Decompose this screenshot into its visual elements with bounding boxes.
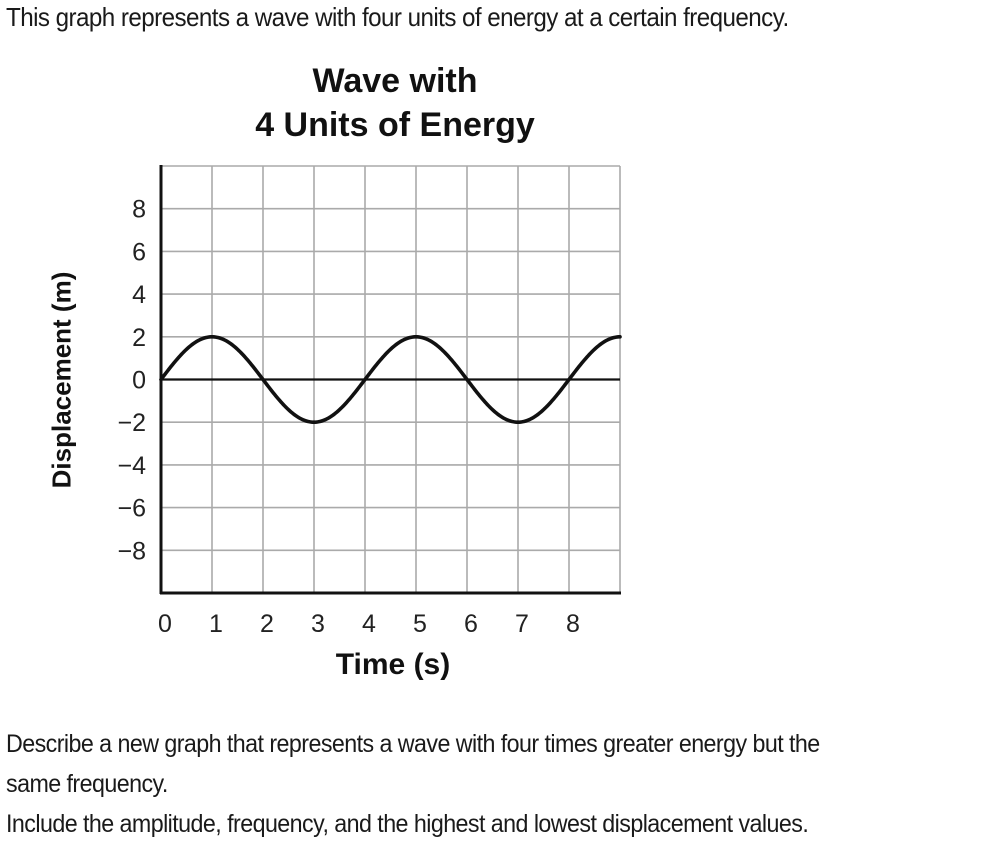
y-tick-label: −4 bbox=[117, 452, 146, 480]
wave-curve bbox=[159, 334, 622, 425]
x-tick-label: 0 bbox=[158, 610, 172, 638]
y-tick-label: 2 bbox=[132, 324, 146, 352]
question-line-3: Include the amplitude, frequency, and th… bbox=[6, 810, 809, 838]
y-tick-label: 8 bbox=[132, 196, 146, 224]
y-tick-label: 0 bbox=[132, 367, 146, 395]
x-tick-label: 3 bbox=[311, 610, 325, 638]
chart-axes bbox=[159, 165, 621, 595]
intro-text: This graph represents a wave with four u… bbox=[6, 2, 789, 32]
chart-title-line-2: 4 Units of Energy bbox=[255, 106, 535, 144]
chart-title-line-1: Wave with bbox=[312, 62, 478, 100]
question-line-2: same frequency. bbox=[6, 770, 168, 798]
x-tick-label: 8 bbox=[566, 610, 580, 638]
x-tick-label: 7 bbox=[515, 610, 529, 638]
question-line-1: Describe a new graph that represents a w… bbox=[6, 730, 820, 758]
x-axis-ticks: 0 1 2 3 4 5 6 7 8 bbox=[158, 610, 580, 638]
y-tick-label: 6 bbox=[132, 238, 146, 266]
x-tick-label: 2 bbox=[260, 610, 274, 638]
y-tick-label: −2 bbox=[117, 409, 146, 437]
y-tick-label: 4 bbox=[132, 281, 146, 309]
x-tick-label: 5 bbox=[413, 610, 427, 638]
y-tick-label: −8 bbox=[117, 537, 146, 565]
x-tick-label: 1 bbox=[209, 610, 223, 638]
x-tick-label: 4 bbox=[362, 610, 376, 638]
x-tick-label: 6 bbox=[464, 610, 478, 638]
y-axis-ticks: 8 6 4 2 0 −2 −4 −6 −8 bbox=[117, 196, 146, 566]
x-axis-label: Time (s) bbox=[335, 648, 451, 681]
y-tick-label: −6 bbox=[117, 495, 146, 523]
